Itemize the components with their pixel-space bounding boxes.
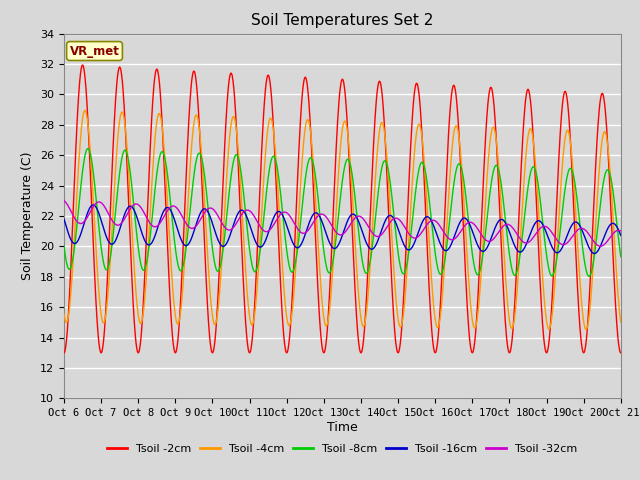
Y-axis label: Soil Temperature (C): Soil Temperature (C) bbox=[22, 152, 35, 280]
Title: Soil Temperatures Set 2: Soil Temperatures Set 2 bbox=[252, 13, 433, 28]
Legend: Tsoil -2cm, Tsoil -4cm, Tsoil -8cm, Tsoil -16cm, Tsoil -32cm: Tsoil -2cm, Tsoil -4cm, Tsoil -8cm, Tsoi… bbox=[103, 440, 582, 458]
X-axis label: Time: Time bbox=[327, 421, 358, 434]
Text: VR_met: VR_met bbox=[70, 45, 120, 58]
